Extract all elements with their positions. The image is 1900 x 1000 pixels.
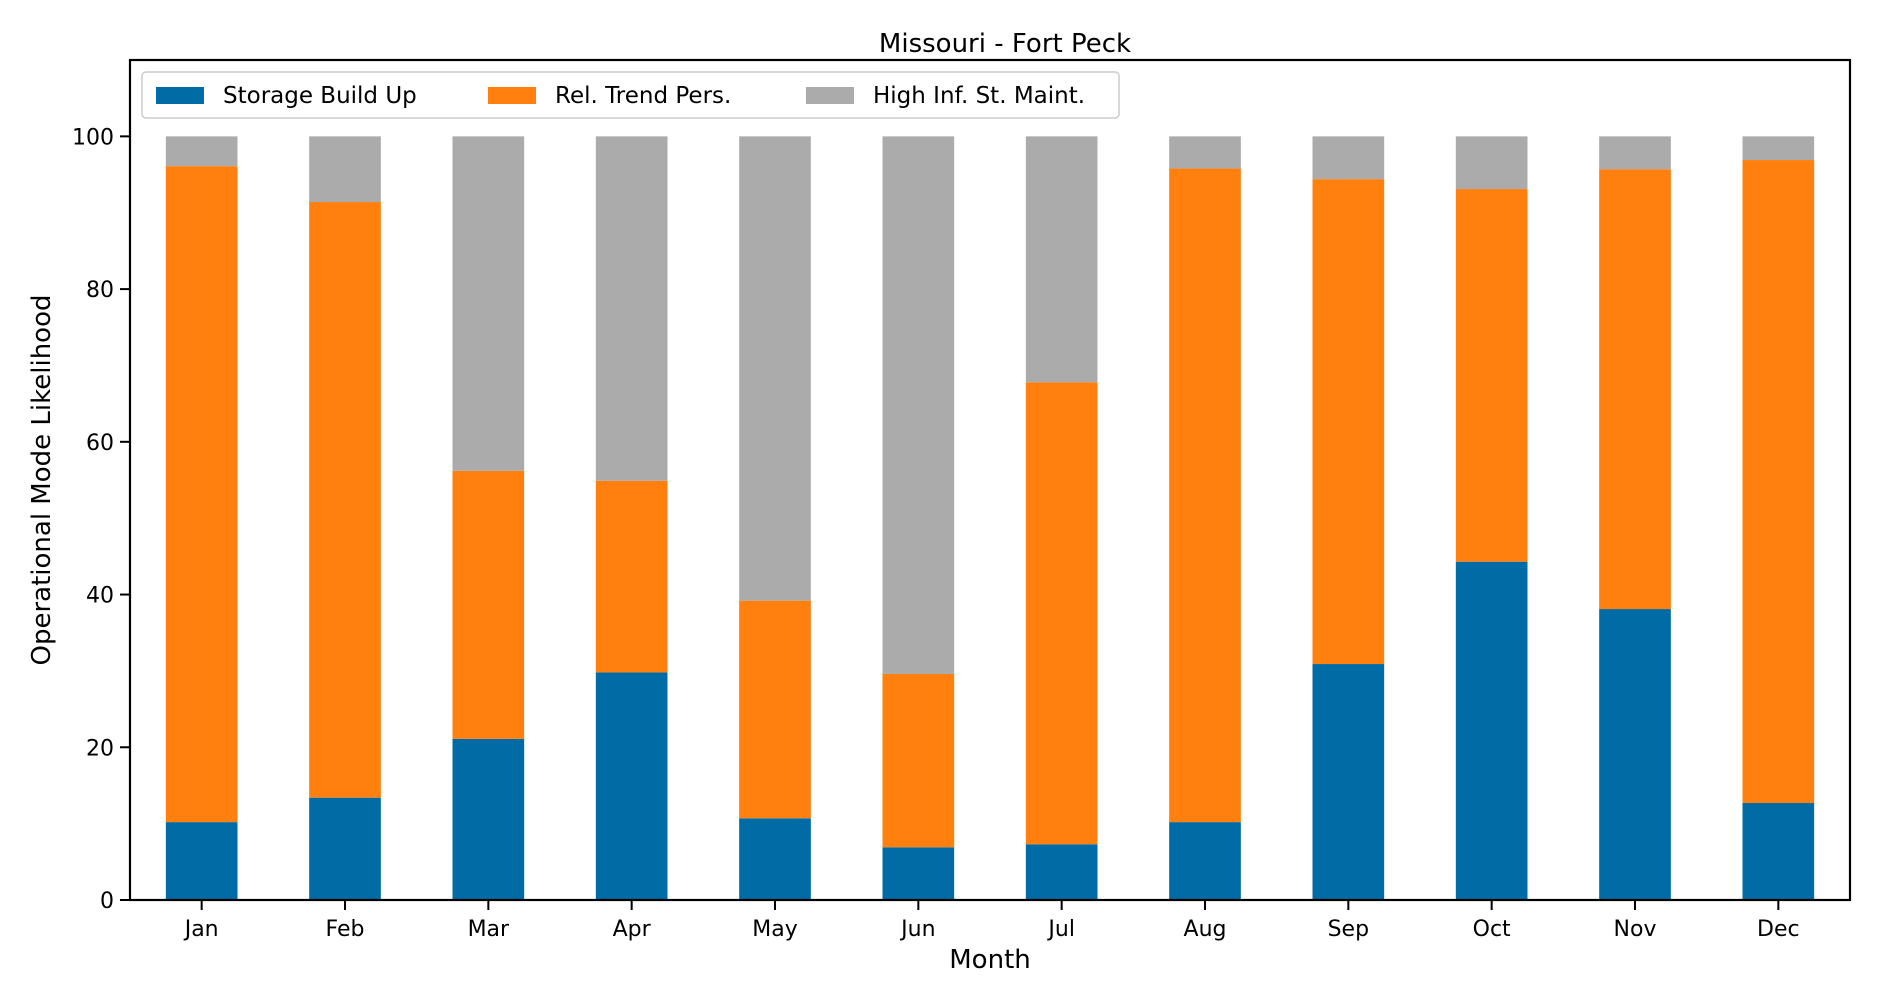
y-tick-label: 20 [86,736,114,761]
x-tick-label: May [752,917,797,942]
bar-oct-series-2 [1455,189,1528,562]
legend-swatch-2 [488,87,536,104]
bar-nov-series-1 [1599,609,1671,900]
bar-feb-series-1 [309,797,381,900]
bar-dec-series-3 [1742,136,1815,161]
bar-sep-series-1 [1312,664,1385,900]
y-tick-label: 40 [86,584,114,609]
x-tick-label: Oct [1473,917,1511,942]
y-tick-label: 60 [86,431,114,456]
x-tick-label: Jul [1046,917,1075,942]
bar-jun-series-1 [882,847,955,900]
y-axis: 0 20 40 60 80 100 [72,125,130,914]
bar-may-series-1 [739,818,811,900]
legend-label-1: Storage Build Up [223,83,417,109]
bar-oct-series-3 [1455,136,1528,190]
bar-aug-series-1 [1169,822,1241,900]
bar-aug-series-3 [1169,136,1241,169]
bar-feb-series-3 [309,136,381,203]
bars-layer [165,136,1815,900]
y-tick-label: 80 [86,278,114,303]
bar-oct-series-1 [1455,561,1528,900]
x-tick-label: Feb [326,917,365,942]
x-tick-label: Apr [613,917,652,942]
x-axis-title: Month [949,945,1031,975]
bar-jul-series-3 [1025,136,1098,383]
x-tick-label: Sep [1328,917,1369,942]
bar-apr-series-1 [595,672,668,900]
plot-frame [128,58,1852,902]
bar-jan-series-1 [165,822,238,900]
bar-may-series-3 [739,136,811,601]
legend-swatch-3 [806,87,854,104]
x-tick-label: Dec [1757,917,1800,942]
legend-label-3: High Inf. St. Maint. [873,83,1085,109]
bar-nov-series-3 [1599,136,1671,170]
bar-jul-series-2 [1025,382,1098,845]
bar-jan-series-2 [165,166,238,823]
bar-may-series-2 [739,600,811,819]
bar-aug-series-2 [1169,168,1241,823]
x-tick-label: Mar [468,917,510,942]
y-tick-label: 0 [100,889,114,914]
bar-dec-series-1 [1742,803,1815,900]
x-tick-label: Jan [183,917,219,942]
x-tick-label: Nov [1614,917,1657,942]
bar-mar-series-3 [452,136,525,471]
bar-nov-series-2 [1599,169,1671,610]
bar-jun-series-3 [882,136,955,674]
legend-label-2: Rel. Trend Pers. [555,83,731,109]
bar-apr-series-3 [595,136,668,481]
legend-box [141,71,1120,119]
bar-feb-series-2 [309,202,381,798]
bar-mar-series-1 [452,738,525,900]
bar-jul-series-1 [1025,844,1098,900]
bar-jun-series-2 [882,673,955,848]
y-axis-title: Operational Mode Likelihood [27,295,57,666]
bar-sep-series-2 [1312,179,1385,665]
x-axis: Jan Feb Mar Apr May Jun Jul Aug Sep Oct Nov Dec [183,900,1800,942]
bar-sep-series-3 [1312,136,1385,180]
x-tick-label: Aug [1184,917,1227,942]
x-tick-label: Jun [899,917,935,942]
legend: Storage Build Up Rel. Trend Pers. High Inf… [141,71,1120,119]
legend-swatch-1 [156,87,204,104]
bar-apr-series-2 [595,480,668,673]
y-tick-label: 100 [72,125,114,150]
chart-title: Missouri - Fort Peck [879,29,1131,59]
bar-dec-series-2 [1742,160,1815,804]
bar-jan-series-3 [165,136,238,167]
bar-mar-series-2 [452,470,525,739]
